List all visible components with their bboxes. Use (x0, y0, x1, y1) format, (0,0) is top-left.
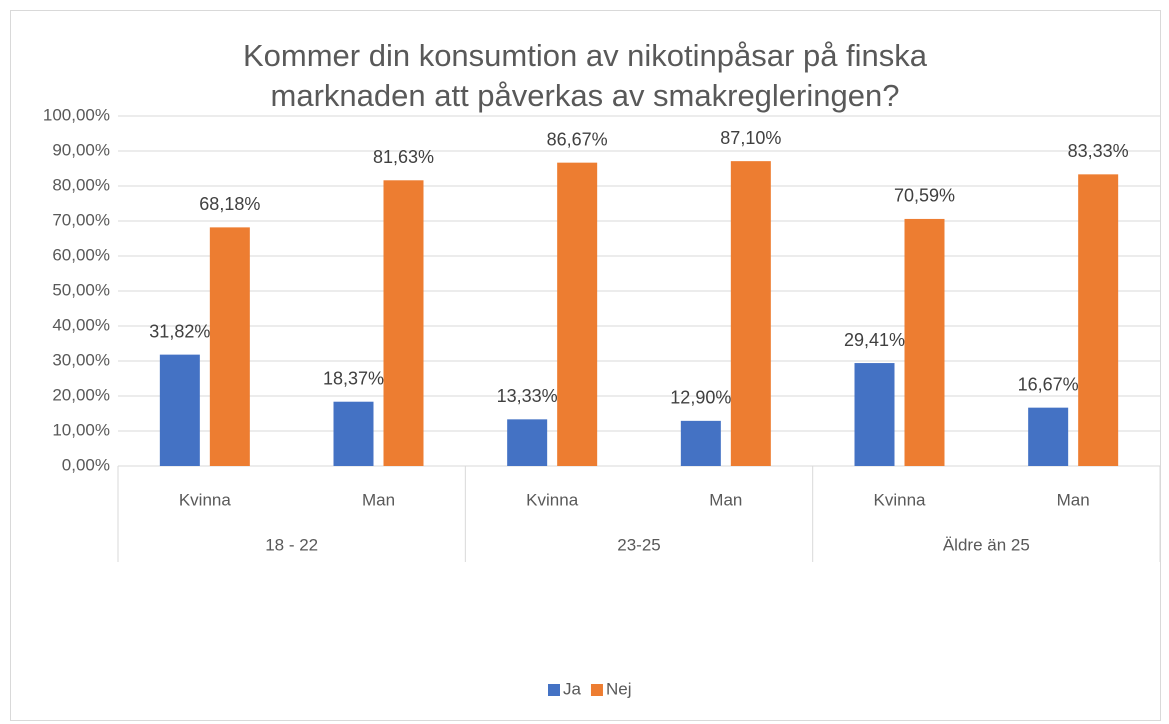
bar (507, 419, 548, 466)
data-label: 70,59% (894, 186, 955, 206)
group-label: 18 - 22 (265, 535, 318, 554)
bar (854, 363, 895, 466)
y-tick-label: 100,00% (43, 105, 110, 124)
y-tick-label: 80,00% (52, 175, 110, 194)
x-tick-label: Kvinna (179, 490, 232, 509)
legend-label: Ja (563, 679, 582, 698)
bar (1028, 407, 1069, 466)
legend-swatch (548, 684, 560, 696)
data-label: 12,90% (670, 388, 731, 408)
bar (680, 420, 721, 466)
bar (333, 401, 374, 466)
y-tick-label: 70,00% (52, 210, 110, 229)
bar (383, 180, 424, 467)
bar (1078, 174, 1119, 466)
y-tick-label: 50,00% (52, 280, 110, 299)
data-label: 31,82% (149, 321, 210, 341)
data-label: 87,10% (720, 128, 781, 148)
bar (159, 354, 200, 466)
group-label: 23-25 (617, 535, 660, 554)
data-label: 86,67% (547, 129, 608, 149)
data-label: 68,18% (199, 194, 260, 214)
data-label: 83,33% (1068, 141, 1129, 161)
chart-title: Kommer din konsumtion av nikotinpåsar på… (242, 38, 928, 113)
x-tick-label: Man (362, 490, 395, 509)
data-label: 16,67% (1018, 374, 1079, 394)
y-tick-label: 20,00% (52, 385, 110, 404)
y-tick-label: 40,00% (52, 315, 110, 334)
bar (209, 227, 250, 466)
bar (730, 161, 771, 466)
y-tick-label: 90,00% (52, 140, 110, 159)
x-tick-label: Kvinna (526, 490, 579, 509)
data-label: 18,37% (323, 368, 384, 388)
data-label: 29,41% (844, 330, 905, 350)
data-label: 81,63% (373, 147, 434, 167)
x-tick-label: Man (709, 490, 742, 509)
y-tick-label: 60,00% (52, 245, 110, 264)
bar (557, 162, 598, 466)
y-tick-label: 30,00% (52, 350, 110, 369)
y-tick-label: 10,00% (52, 420, 110, 439)
legend-swatch (590, 684, 603, 696)
legend-label: Nej (606, 679, 632, 698)
group-label: Äldre än 25 (943, 535, 1030, 554)
x-tick-label: Man (1057, 490, 1090, 509)
data-label: 13,33% (497, 386, 558, 406)
x-tick-label: Kvinna (874, 490, 927, 509)
bar (904, 218, 945, 466)
y-tick-label: 0,00% (62, 455, 110, 474)
